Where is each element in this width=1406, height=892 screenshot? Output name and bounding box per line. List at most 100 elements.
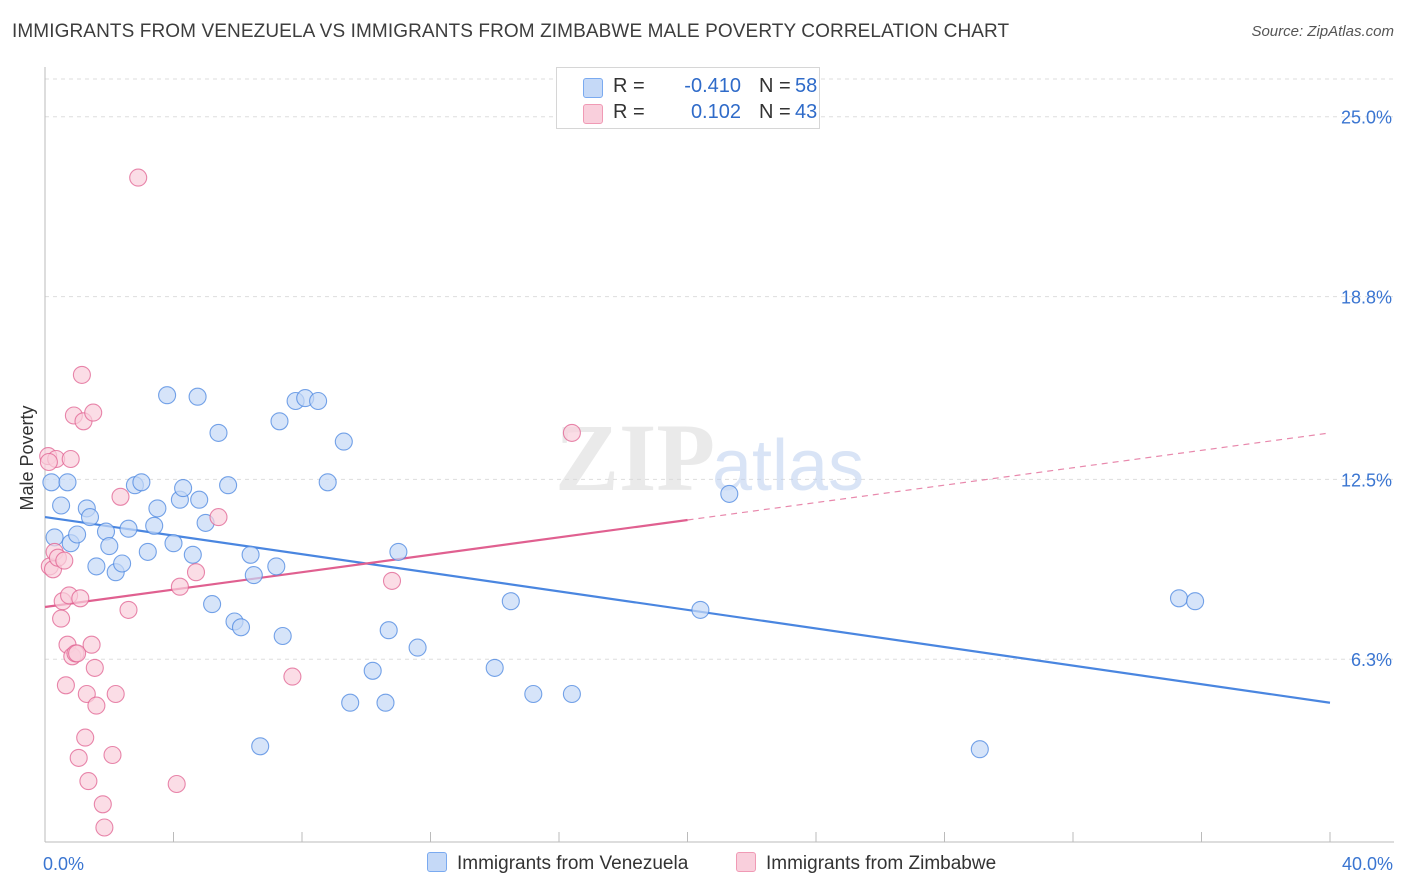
- zimbabwe-point: [209, 508, 228, 527]
- legend-r-label: R =: [613, 101, 645, 123]
- venezuela-trend-line: [44, 515, 1331, 704]
- legend-r-value: 0.102: [690, 101, 741, 123]
- venezuela-point: [485, 658, 504, 677]
- venezuela-point: [113, 554, 132, 573]
- series-label-venezuela: Immigrants from Venezuela: [457, 853, 689, 874]
- venezuela-point: [379, 621, 398, 640]
- venezuela-point: [219, 476, 238, 495]
- venezuela-point: [691, 600, 710, 619]
- series-legend-venezuela: Immigrants from Venezuela: [427, 852, 688, 875]
- venezuela-point: [376, 693, 395, 712]
- legend-n-value: 43: [795, 101, 818, 123]
- zimbabwe-point: [72, 365, 91, 384]
- venezuela-point: [1186, 592, 1205, 611]
- venezuela-point: [501, 592, 520, 611]
- zimbabwe-point: [56, 676, 75, 695]
- legend-n-label: N =: [759, 101, 791, 123]
- series-swatch-zimbabwe: [736, 852, 756, 872]
- legend-r-label: R =: [613, 75, 645, 97]
- zimbabwe-point: [119, 600, 138, 619]
- venezuela-point: [231, 618, 251, 637]
- venezuela-point: [720, 484, 739, 503]
- correlation-legend: R = -0.410 N = 58 R = 0.102 N = 43: [556, 67, 820, 129]
- venezuela-point: [174, 479, 193, 498]
- zimbabwe-point: [52, 609, 71, 628]
- zimbabwe-point: [103, 745, 122, 765]
- venezuela-point: [87, 557, 106, 576]
- zimbabwe-trend-line: [44, 518, 688, 609]
- venezuela-point: [188, 387, 207, 406]
- zimbabwe-point: [186, 563, 206, 582]
- venezuela-point: [267, 557, 286, 576]
- zimbabwe-point: [283, 667, 302, 686]
- venezuela-point: [309, 391, 328, 411]
- series-venezuela-points: [42, 386, 1205, 759]
- venezuela-point: [334, 432, 353, 451]
- zimbabwe-point: [77, 684, 96, 704]
- zimbabwe-point: [55, 551, 74, 570]
- zimbabwe-point: [82, 635, 101, 654]
- venezuela-point: [241, 545, 260, 564]
- zimbabwe-point: [167, 774, 186, 794]
- zimbabwe-point: [111, 487, 130, 506]
- venezuela-point: [132, 473, 151, 492]
- venezuela-point: [251, 737, 270, 756]
- series-swatch-venezuela: [427, 852, 447, 872]
- venezuela-point: [524, 684, 543, 704]
- venezuela-point: [80, 508, 100, 527]
- venezuela-point: [138, 542, 157, 561]
- series-label-zimbabwe: Immigrants from Zimbabwe: [766, 853, 997, 874]
- zimbabwe-point: [93, 795, 112, 814]
- venezuela-point: [42, 473, 61, 492]
- legend-swatch-zimbabwe: [583, 104, 603, 124]
- legend-r-value: -0.410: [684, 75, 741, 97]
- zimbabwe-point: [170, 577, 189, 596]
- venezuela-point: [270, 412, 289, 431]
- x-tick-label: 40.0%: [1342, 854, 1393, 874]
- y-tick-label: 25.0%: [1341, 108, 1392, 128]
- venezuela-point: [273, 626, 292, 646]
- venezuela-point: [562, 684, 581, 704]
- zimbabwe-point: [68, 644, 87, 663]
- venezuela-point: [58, 473, 77, 492]
- venezuela-point: [203, 595, 222, 614]
- y-axis-title: Male Poverty: [17, 405, 37, 510]
- zimbabwe-trend-extension: [687, 432, 1331, 521]
- venezuela-point: [209, 423, 228, 442]
- venezuela-point: [244, 566, 263, 585]
- zimbabwe-point: [61, 449, 80, 469]
- zimbabwe-point: [95, 818, 114, 837]
- venezuela-point: [183, 545, 202, 564]
- zimbabwe-point: [69, 748, 88, 767]
- venezuela-point: [148, 499, 167, 518]
- watermark-zip: ZIP: [555, 404, 715, 511]
- chart-source: Source: ZipAtlas.com: [1251, 23, 1394, 40]
- venezuela-point: [68, 525, 87, 544]
- venezuela-point: [158, 386, 177, 405]
- watermark: ZIP atlas: [555, 404, 864, 511]
- zimbabwe-point: [87, 696, 106, 715]
- venezuela-point: [408, 638, 427, 657]
- venezuela-point: [119, 519, 138, 538]
- zimbabwe-point: [129, 168, 148, 187]
- zimbabwe-point: [71, 589, 90, 608]
- venezuela-point: [1169, 589, 1189, 608]
- chart-title: IMMIGRANTS FROM VENEZUELA VS IMMIGRANTS …: [12, 21, 1010, 42]
- zimbabwe-point: [106, 684, 125, 704]
- tick-labels: 6.3% 12.5% 18.8% 25.0% 0.0% 40.0% Male Poverty: [17, 108, 1393, 874]
- venezuela-point: [145, 516, 164, 535]
- y-tick-label: 12.5%: [1341, 470, 1392, 490]
- zimbabwe-point: [79, 772, 98, 791]
- venezuela-point: [341, 693, 360, 712]
- venezuela-point: [318, 473, 337, 492]
- venezuela-point: [100, 537, 119, 556]
- venezuela-point: [164, 534, 183, 553]
- zimbabwe-point: [76, 728, 95, 747]
- legend-n-value: 58: [795, 75, 818, 97]
- legend-swatch-venezuela: [583, 78, 603, 98]
- zimbabwe-point: [39, 452, 58, 472]
- data-points: [39, 168, 1205, 837]
- legend-n-label: N =: [759, 75, 791, 97]
- venezuela-point: [52, 496, 71, 515]
